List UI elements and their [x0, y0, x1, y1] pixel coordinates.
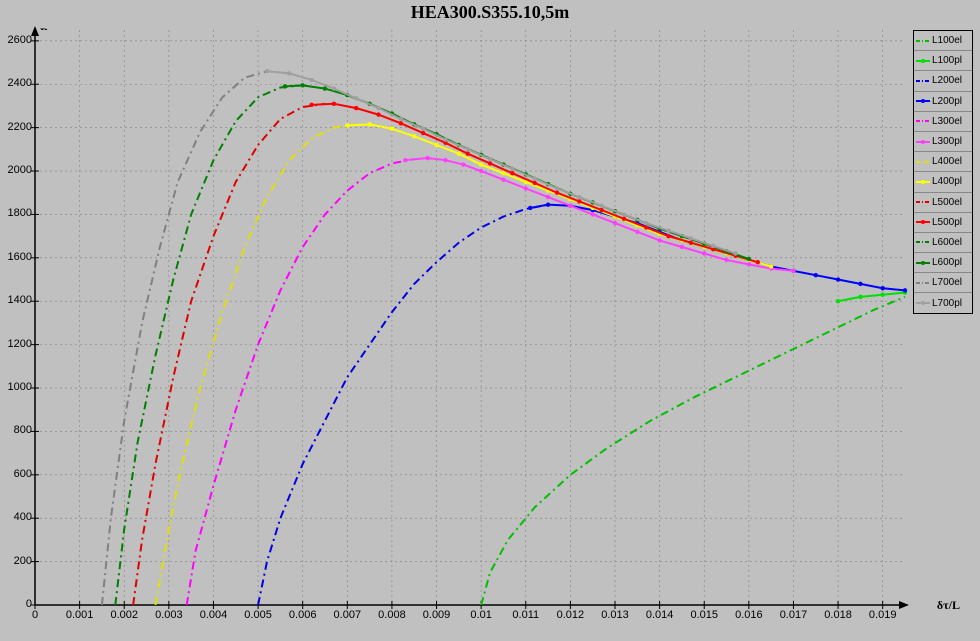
series-L100pl	[838, 293, 905, 302]
legend-item-L200pl: L200pl	[914, 92, 972, 112]
legend-item-L200el: L200el	[914, 71, 972, 91]
x-tick: 0.019	[869, 609, 897, 621]
series-L200el	[258, 205, 548, 605]
x-tick: 0.003	[155, 609, 183, 621]
legend-label: L500pl	[932, 217, 962, 228]
y-tick: 1200	[2, 338, 32, 350]
x-tick: 0.002	[110, 609, 138, 621]
legend-item-L400pl: L400pl	[914, 172, 972, 192]
legend-swatch	[916, 196, 930, 208]
plot-svg	[35, 30, 905, 605]
legend-item-L700pl: L700pl	[914, 293, 972, 312]
legend-swatch	[916, 75, 930, 87]
x-tick: 0.009	[423, 609, 451, 621]
legend-label: L200el	[932, 75, 962, 86]
y-tick: 0	[2, 598, 32, 610]
y-tick: 1000	[2, 381, 32, 393]
legend-swatch	[916, 176, 930, 188]
x-tick: 0.018	[824, 609, 852, 621]
chart-container: HEA300.S355.10,5m P δτ/L 020040060080010…	[0, 0, 980, 641]
x-tick: 0.006	[289, 609, 317, 621]
legend-label: L400el	[932, 156, 962, 167]
legend-item-L600pl: L600pl	[914, 253, 972, 273]
x-tick: 0.008	[378, 609, 406, 621]
legend-swatch	[916, 297, 930, 309]
legend-swatch	[916, 236, 930, 248]
legend-label: L300el	[932, 116, 962, 127]
y-tick: 1600	[2, 251, 32, 263]
x-tick: 0.007	[334, 609, 362, 621]
plot-area	[35, 30, 905, 605]
legend-label: L600el	[932, 237, 962, 248]
series-L100el	[481, 297, 905, 605]
y-tick: 1400	[2, 294, 32, 306]
y-tick: 2200	[2, 121, 32, 133]
legend-item-L500pl: L500pl	[914, 213, 972, 233]
series-L700pl	[267, 71, 735, 253]
y-tick: 800	[2, 424, 32, 436]
legend-label: L700pl	[932, 298, 962, 309]
legend-label: L100pl	[932, 55, 962, 66]
legend-item-L300pl: L300pl	[914, 132, 972, 152]
legend-item-L700el: L700el	[914, 273, 972, 293]
legend-label: L500el	[932, 197, 962, 208]
legend-item-L400el: L400el	[914, 152, 972, 172]
legend-swatch	[916, 216, 930, 228]
x-tick: 0.015	[690, 609, 718, 621]
y-tick: 600	[2, 468, 32, 480]
legend-item-L600el: L600el	[914, 233, 972, 253]
x-tick: 0.017	[780, 609, 808, 621]
legend-item-L100el: L100el	[914, 31, 972, 51]
y-tick: 2400	[2, 77, 32, 89]
x-tick: 0.011	[512, 609, 539, 621]
legend-swatch	[916, 136, 930, 148]
legend-swatch	[916, 55, 930, 67]
y-tick: 2000	[2, 164, 32, 176]
legend-swatch	[916, 35, 930, 47]
legend-label: L600pl	[932, 257, 962, 268]
x-tick: 0.004	[200, 609, 228, 621]
x-tick: 0.016	[735, 609, 763, 621]
legend-label: L700el	[932, 277, 962, 288]
legend-label: L100el	[932, 35, 962, 46]
series-L500el	[133, 104, 325, 605]
legend-item-L100pl: L100pl	[914, 51, 972, 71]
chart-title: HEA300.S355.10,5m	[0, 2, 980, 23]
legend-swatch	[916, 156, 930, 168]
legend-item-L500el: L500el	[914, 193, 972, 213]
legend-swatch	[916, 115, 930, 127]
x-tick: 0.001	[66, 609, 94, 621]
y-tick: 200	[2, 555, 32, 567]
x-axis-label: δτ/L	[937, 598, 960, 613]
legend-label: L200pl	[932, 96, 962, 107]
series-L600pl	[285, 85, 749, 259]
series-L300el	[187, 159, 415, 605]
x-tick: 0.013	[601, 609, 629, 621]
legend-label: L400pl	[932, 176, 962, 187]
legend-item-L300el: L300el	[914, 112, 972, 132]
series-L400el	[155, 124, 356, 605]
x-tick: 0.014	[646, 609, 674, 621]
legend-label: L300pl	[932, 136, 962, 147]
legend-swatch	[916, 95, 930, 107]
x-tick: 0.012	[557, 609, 585, 621]
legend-swatch	[916, 257, 930, 269]
y-tick: 1800	[2, 207, 32, 219]
y-tick: 400	[2, 511, 32, 523]
x-tick: 0.01	[470, 609, 491, 621]
legend: L100el L100pl L200el L200pl L300el L300pl L400…	[913, 30, 973, 314]
x-tick: 0.005	[244, 609, 272, 621]
x-tick: 0	[32, 609, 38, 621]
legend-swatch	[916, 277, 930, 289]
y-tick: 2600	[2, 34, 32, 46]
